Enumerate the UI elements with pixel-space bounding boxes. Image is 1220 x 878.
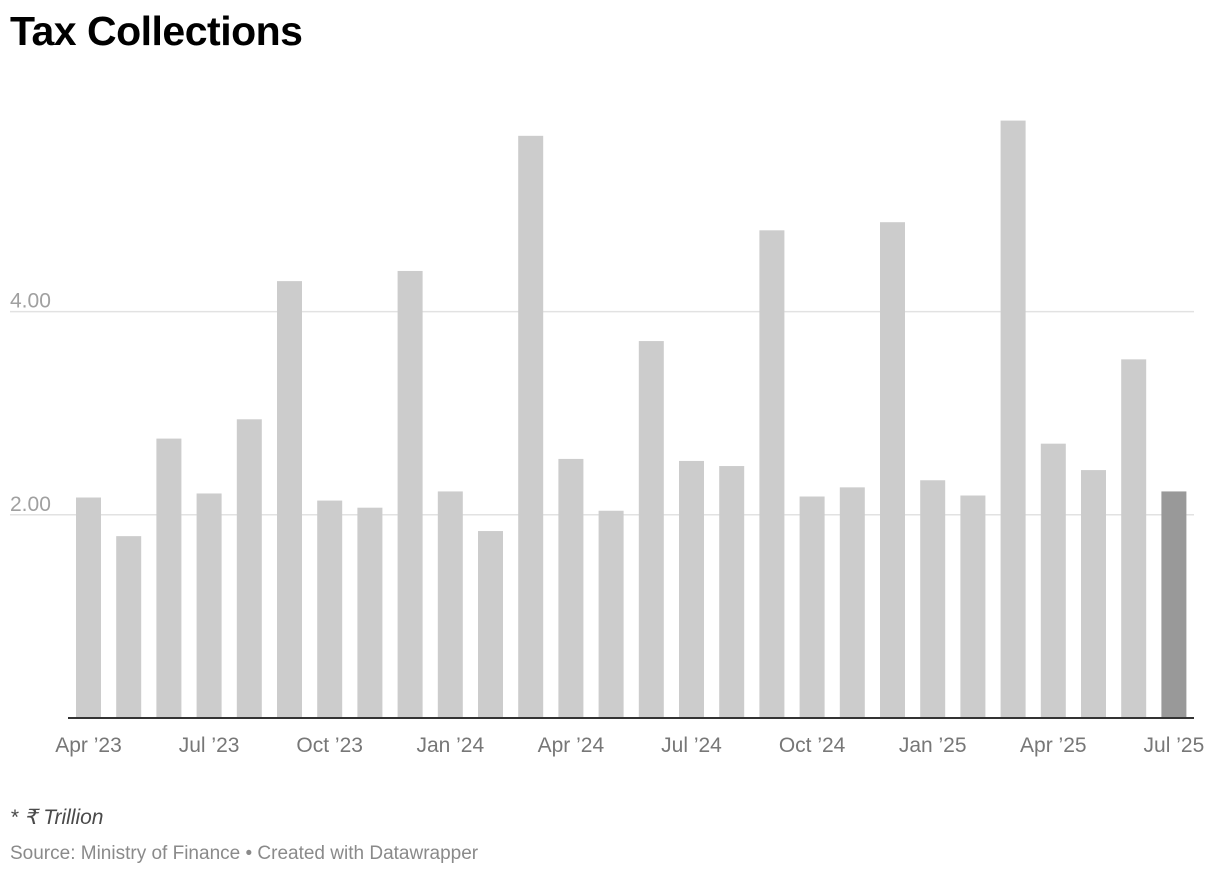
x-tick-label: Jul ’23 bbox=[179, 734, 240, 757]
bar bbox=[558, 458, 584, 718]
bar bbox=[638, 341, 664, 718]
x-tick-label: Oct ’24 bbox=[779, 734, 846, 757]
unit-note: * ₹ Trillion bbox=[10, 806, 104, 829]
bar bbox=[196, 493, 222, 718]
y-tick-label: 4.00 bbox=[10, 290, 51, 313]
x-tick-label: Jul ’25 bbox=[1144, 734, 1205, 757]
bar bbox=[880, 222, 905, 718]
bar bbox=[437, 491, 463, 718]
bar bbox=[920, 480, 946, 718]
bar bbox=[1081, 470, 1106, 718]
bar bbox=[357, 507, 383, 718]
x-tick-label: Apr ’23 bbox=[55, 734, 122, 757]
axes: Apr ’23 Jul ’23 Oct ’23 Jan ’24 Apr ’24 Jul ’… bbox=[55, 717, 1205, 757]
x-tick-label: Jul ’24 bbox=[661, 734, 722, 757]
bars bbox=[76, 120, 1187, 719]
x-tick-label: Oct ’23 bbox=[296, 734, 363, 757]
x-tick-label: Apr ’24 bbox=[538, 734, 605, 757]
bar bbox=[478, 531, 503, 718]
bar bbox=[719, 466, 745, 718]
bar bbox=[317, 500, 343, 718]
bar bbox=[236, 419, 262, 718]
bar bbox=[679, 460, 704, 718]
bar bbox=[960, 495, 986, 718]
bar bbox=[839, 487, 865, 718]
bar bbox=[1121, 359, 1147, 718]
x-tick-label: Apr ’25 bbox=[1020, 734, 1087, 757]
bar bbox=[397, 270, 423, 718]
bar bbox=[1040, 443, 1066, 718]
bar bbox=[799, 496, 825, 718]
bar bbox=[759, 230, 785, 718]
bar bbox=[76, 497, 101, 718]
bar bbox=[1000, 120, 1026, 719]
bar bbox=[1161, 491, 1187, 718]
source-credit: Source: Ministry of Finance • Created wi… bbox=[10, 843, 479, 864]
bar bbox=[116, 536, 142, 718]
bar bbox=[156, 438, 182, 718]
x-tick-label: Jan ’25 bbox=[899, 734, 967, 757]
chart-title: Tax Collections bbox=[10, 8, 303, 54]
bar bbox=[277, 281, 302, 718]
bar bbox=[598, 510, 624, 718]
y-tick-label: 2.00 bbox=[10, 493, 51, 516]
bar bbox=[518, 135, 544, 718]
x-tick-label: Jan ’24 bbox=[416, 734, 484, 757]
